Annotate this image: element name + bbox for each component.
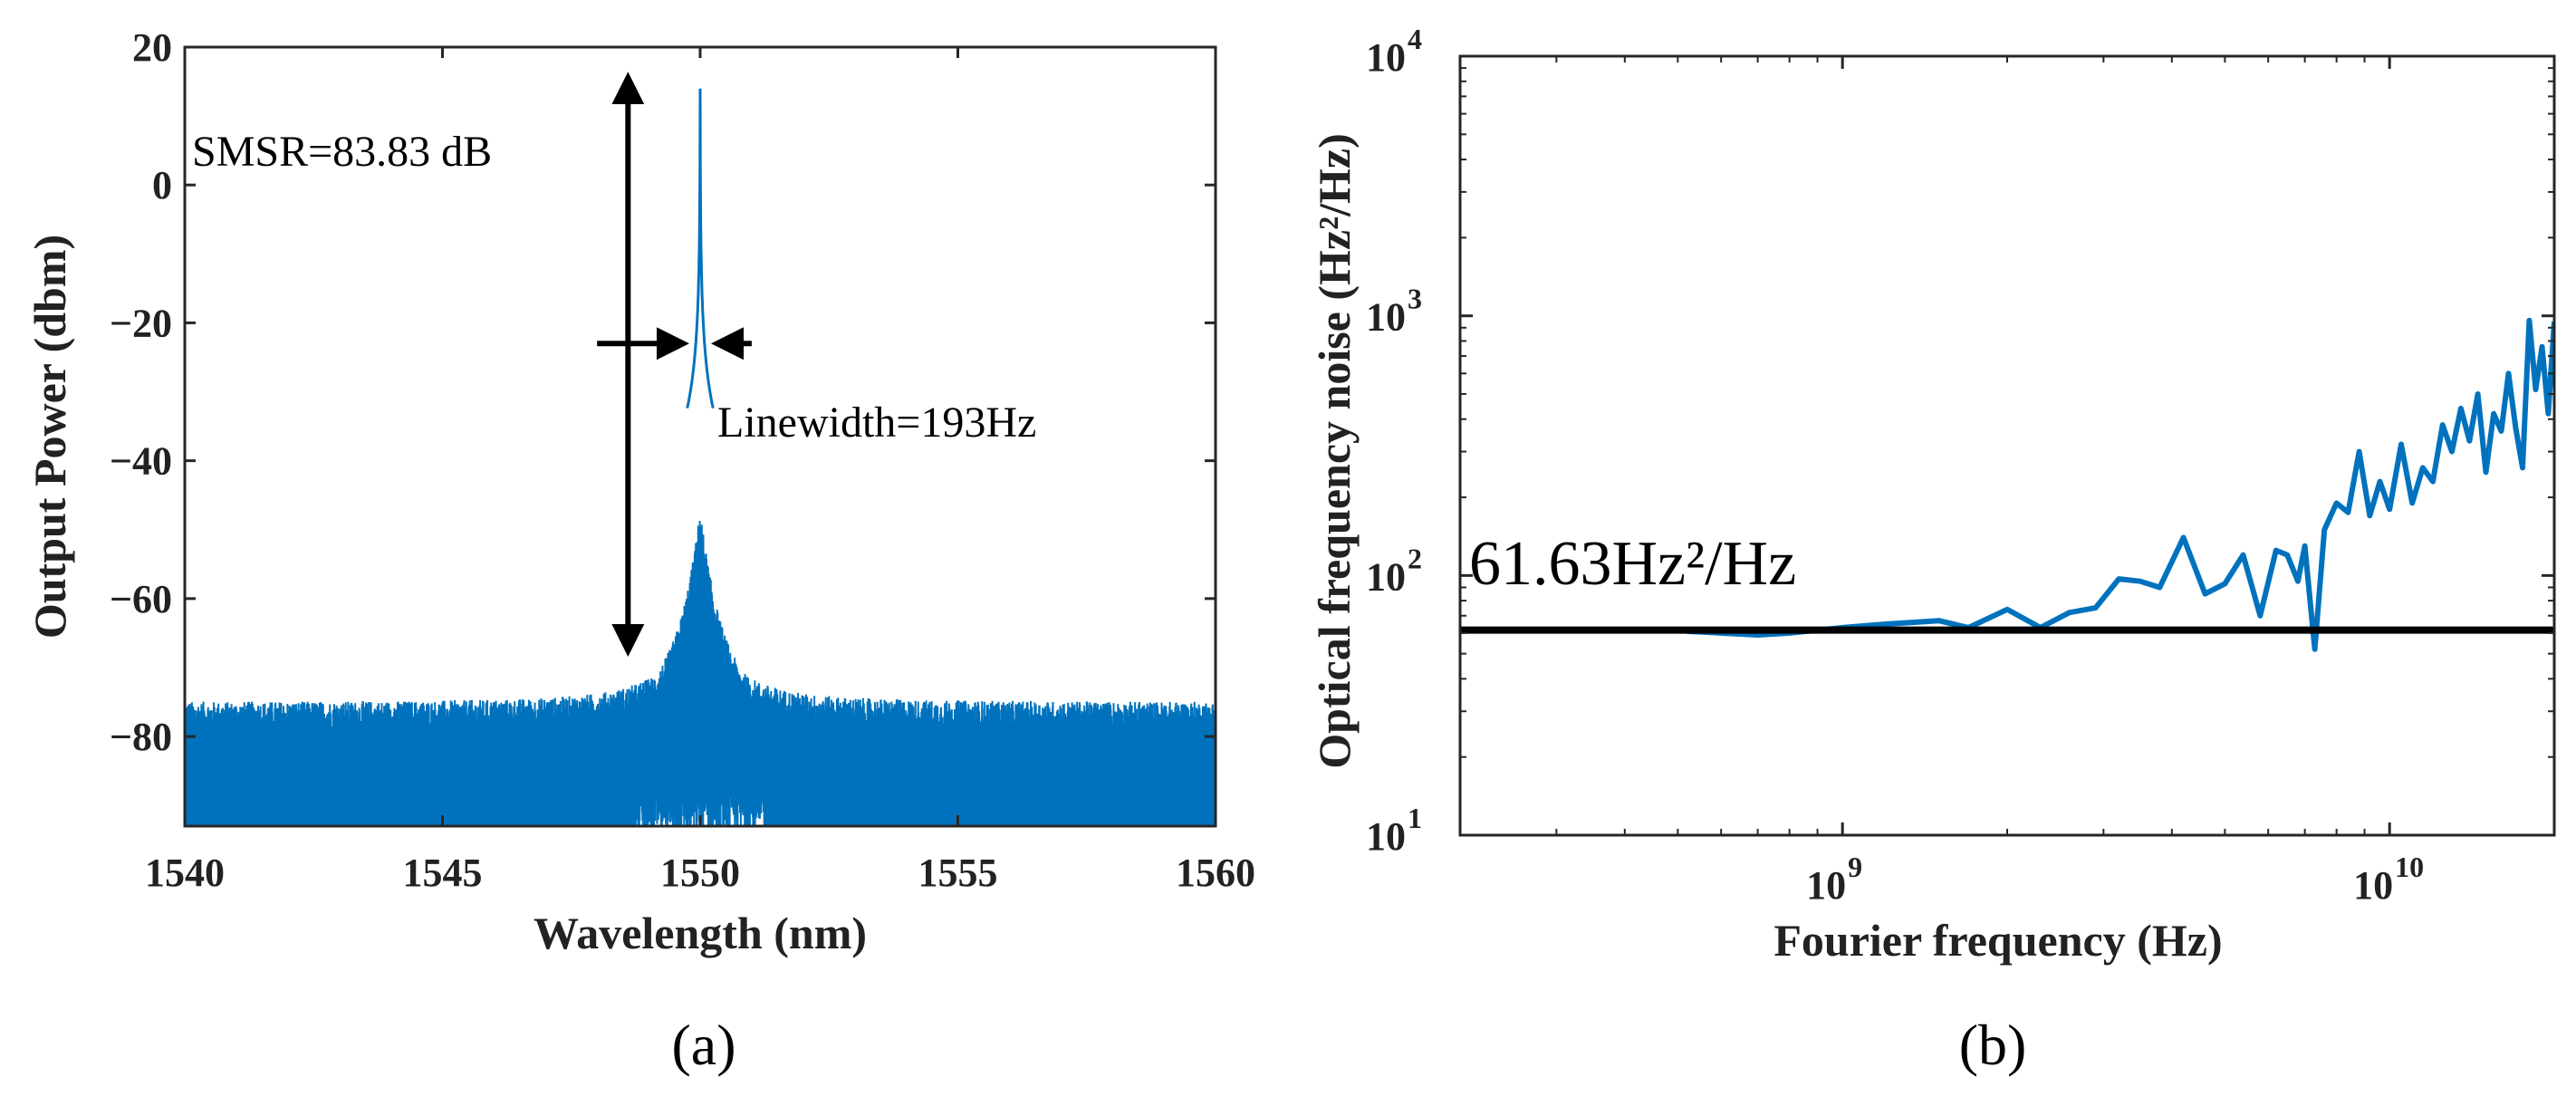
y-tick-exponent-b: 2	[1408, 542, 1422, 574]
x-tick-label-a: 1540	[145, 851, 225, 895]
y-tick-label-b: 10	[1366, 814, 1406, 859]
y-axis-label-b: Optical frequency noise (Hz²/Hz)	[1309, 133, 1360, 768]
panel-label-a: (a)	[671, 1013, 735, 1077]
x-tick-label-a: 1550	[660, 851, 740, 895]
spectrum-series	[185, 88, 1216, 826]
axes-b-frame	[1458, 54, 2556, 837]
x-axis-label-a: Wavelength (nm)	[533, 908, 867, 958]
y-tick-exponent-b: 1	[1408, 802, 1422, 834]
x-tick-label-b: 10	[1806, 863, 1846, 908]
y-tick-label-b: 10	[1366, 35, 1406, 80]
y-tick-label-a: −20	[110, 301, 172, 345]
y-tick-exponent-b: 3	[1408, 283, 1422, 315]
x-tick-exponent-b: 10	[2395, 851, 2424, 883]
y-tick-exponent-b: 4	[1408, 23, 1422, 55]
y-tick-label-b: 10	[1366, 554, 1406, 599]
frequency-noise-series	[1687, 317, 2554, 652]
y-tick-label-a: 0	[152, 163, 172, 207]
x-axis-label-b: Fourier frequency (Hz)	[1773, 915, 2222, 966]
smsr-annotation: SMSR=83.83 dB	[192, 128, 492, 176]
spectrum-noise-trace	[185, 520, 1216, 826]
y-tick-label-b: 10	[1366, 295, 1406, 340]
panel-label-b: (b)	[1959, 1013, 2027, 1077]
y-tick-label-a: −40	[110, 439, 172, 484]
y-tick-label-a: 20	[132, 25, 172, 70]
spectrum-peak-line	[686, 88, 715, 409]
x-tick-label-a: 1560	[1176, 851, 1255, 895]
x-tick-label-a: 1545	[403, 851, 483, 895]
y-axis-label-a: Output Power (dbm)	[24, 235, 75, 639]
linewidth-annotation: Linewidth=193Hz	[717, 399, 1036, 447]
x-tick-label-a: 1555	[918, 851, 998, 895]
y-tick-label-a: −60	[110, 577, 172, 621]
chart-a: 20 0 −20 −40 −60 −80 1540 1545 1550 1555 1560 SMS…	[24, 25, 1255, 1077]
reference-line-label: 61.63Hz²/Hz	[1469, 529, 1796, 599]
x-tick-exponent-b: 9	[1848, 851, 1862, 883]
y-tick-label-a: −80	[110, 715, 172, 759]
x-tick-label-b: 10	[2353, 863, 2393, 908]
